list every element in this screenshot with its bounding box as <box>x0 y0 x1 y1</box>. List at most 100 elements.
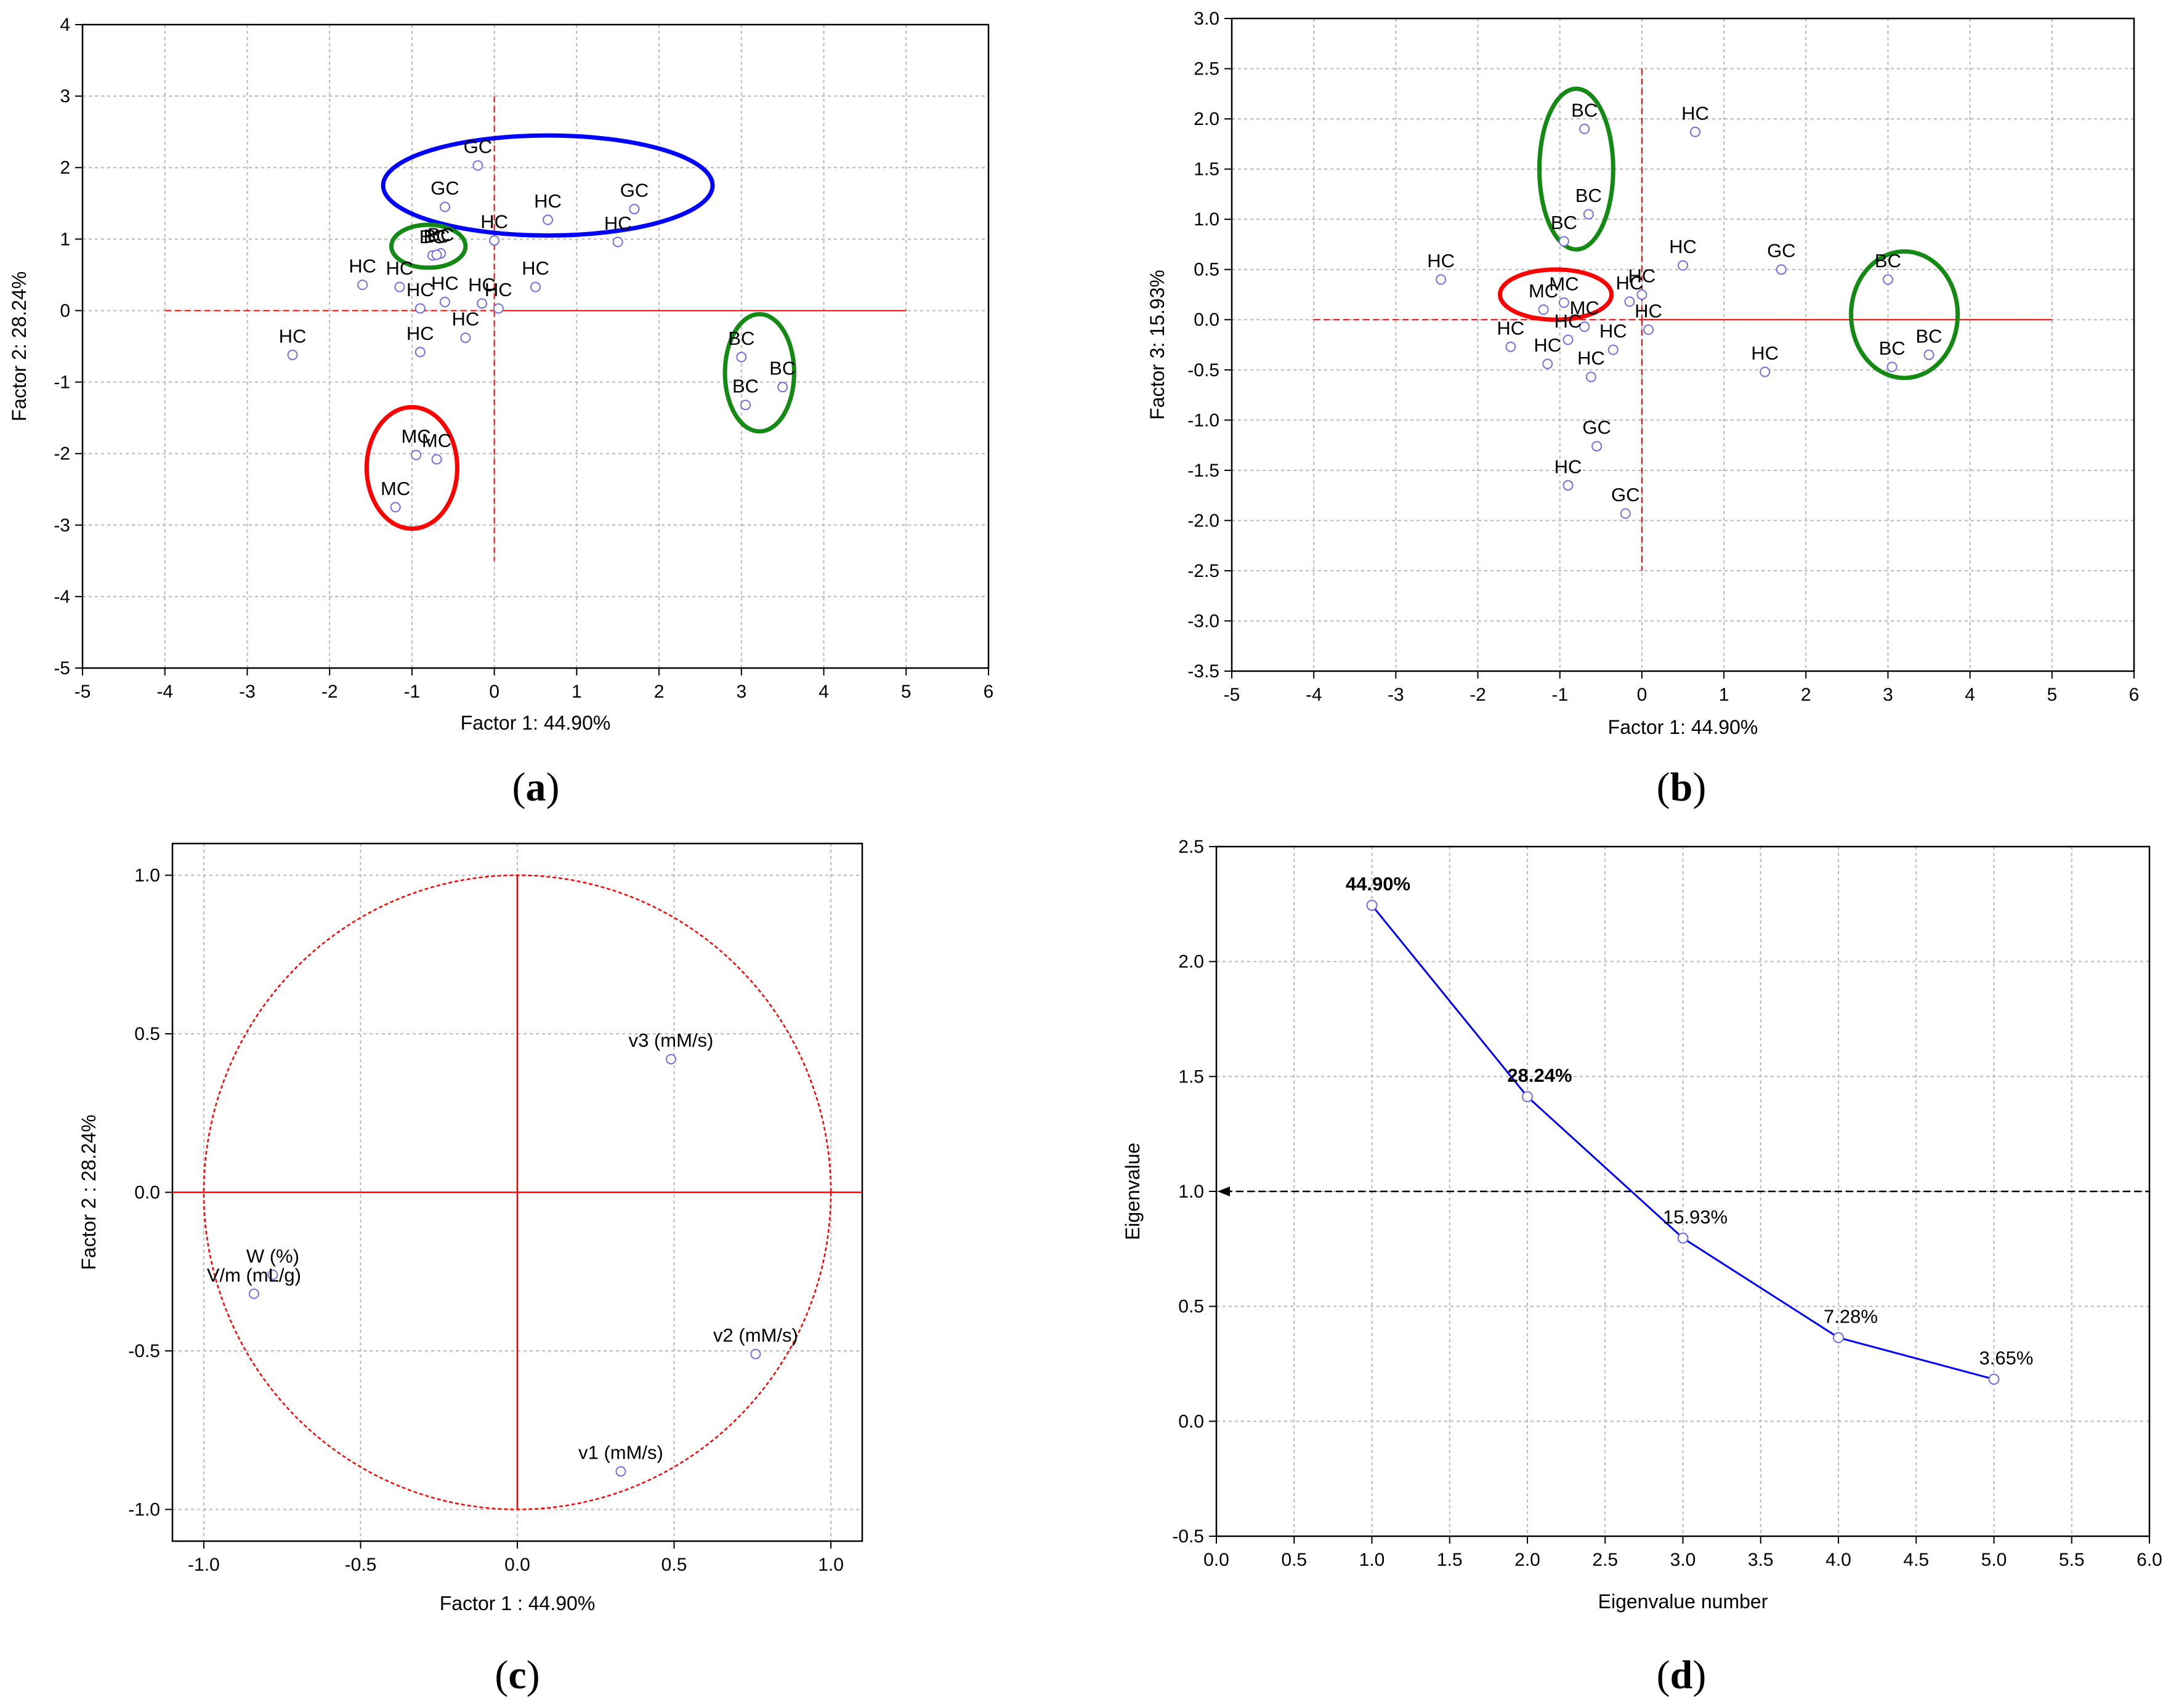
point-label: GC <box>1611 484 1640 506</box>
point-label: HC <box>480 211 508 233</box>
data-point <box>1579 123 1590 134</box>
data-point <box>489 235 500 246</box>
y-tick-label: -2 <box>54 444 70 464</box>
group-ellipse <box>722 312 796 434</box>
x-axis-title: Eigenvalue number <box>1598 1590 1768 1613</box>
data-point <box>248 1288 259 1299</box>
point-label: GC <box>431 177 459 199</box>
point-label: MC <box>1529 280 1558 302</box>
panel-caption: (c) <box>495 1653 540 1698</box>
x-tick-label: 4 <box>1965 685 1975 705</box>
point-label: HC <box>468 274 496 296</box>
point-label: MC <box>1570 297 1599 319</box>
data-point <box>777 382 788 393</box>
point-label: HC <box>1554 456 1582 477</box>
data-point <box>1689 126 1700 137</box>
data-point <box>414 347 426 358</box>
data-label: 7.28% <box>1824 1305 1878 1327</box>
threshold-arrow-icon <box>1218 1186 1230 1196</box>
data-point <box>1583 209 1594 220</box>
point-label: HC <box>522 257 549 279</box>
y-tick-label: -1 <box>54 373 70 393</box>
point-label: HC <box>604 212 632 234</box>
x-tick-label: -5 <box>75 682 91 702</box>
y-tick-label: 2.5 <box>1178 837 1204 857</box>
y-tick-label: 1.5 <box>1178 1066 1204 1087</box>
data-point <box>1923 349 1934 360</box>
data-point <box>1591 441 1603 452</box>
y-tick-label: 3.0 <box>1194 9 1219 29</box>
x-tick-label: 2 <box>654 682 665 702</box>
data-point <box>1678 260 1688 271</box>
point-label: v1 (mM/s) <box>578 1442 663 1464</box>
y-tick-label: 3 <box>60 86 70 107</box>
group-ellipse <box>381 133 715 238</box>
x-tick-label: 1.5 <box>1437 1550 1463 1570</box>
y-tick-label: -0.5 <box>128 1341 160 1361</box>
panel-caption: (d) <box>1657 1653 1707 1698</box>
data-point <box>612 236 623 248</box>
y-axis-title: Factor 3: 15.93% <box>1146 270 1168 420</box>
x-axis-title: Factor 1: 44.90% <box>461 712 611 734</box>
x-tick-label: -5 <box>1224 685 1240 705</box>
point-label: BC <box>1551 212 1577 233</box>
y-tick-label: 0 <box>60 300 70 321</box>
x-tick-label: 0.0 <box>504 1555 530 1575</box>
point-label: HC <box>1751 342 1779 364</box>
point-label: BC <box>1875 250 1901 272</box>
point-label: HC <box>431 273 459 294</box>
panel-c-correlation-circle: -1.0 -0.5 0.0 0.5 1.0 -1.0 -0.5 0.0 0.5 1.0 Factor… <box>78 842 863 1698</box>
group-ellipse <box>1849 249 1960 381</box>
point-label: HC <box>485 279 512 300</box>
x-tick-label: 3.0 <box>1670 1550 1696 1570</box>
data-point <box>431 454 442 465</box>
x-tick-label: 0.5 <box>661 1555 687 1575</box>
point-label: HC <box>406 279 434 300</box>
data-point <box>530 281 541 292</box>
data-point <box>1538 304 1549 315</box>
data-point <box>1579 321 1590 332</box>
point-label: BC <box>423 225 450 247</box>
x-tick-label: 1.0 <box>1359 1550 1385 1570</box>
x-tick-label: 6.0 <box>2137 1550 2162 1570</box>
data-point <box>1562 334 1574 345</box>
point-label: HC <box>1534 334 1561 356</box>
y-tick-label: -4 <box>54 587 70 607</box>
point-label: HC <box>1577 347 1605 369</box>
point-label: BC <box>728 328 754 349</box>
data-point <box>1585 371 1596 382</box>
data-point <box>1522 1091 1533 1103</box>
data-point <box>1988 1374 2000 1385</box>
x-tick-label: 5.0 <box>1981 1550 2007 1570</box>
panel-caption: (b) <box>1657 765 1707 810</box>
y-tick-label: 0.0 <box>1178 1411 1204 1432</box>
x-tick-label: -1.0 <box>188 1555 220 1575</box>
point-label: MC <box>381 478 410 499</box>
data-point <box>750 1348 761 1360</box>
data-point <box>493 303 504 314</box>
data-point <box>1760 366 1771 377</box>
x-tick-label: 2 <box>1801 685 1811 705</box>
point-label: HC <box>534 190 562 212</box>
data-label: 44.90% <box>1346 873 1410 895</box>
group-ellipse <box>1537 86 1615 252</box>
y-tick-label: 0.0 <box>134 1183 160 1203</box>
point-label: GC <box>464 136 493 158</box>
x-tick-label: -1 <box>404 682 421 702</box>
y-tick-label: 2.0 <box>1178 952 1204 972</box>
data-point <box>543 214 554 225</box>
y-axis-title: Eigenvalue <box>1122 1143 1144 1240</box>
y-tick-label: 0.5 <box>134 1024 160 1044</box>
point-label: HC <box>279 325 307 347</box>
data-point <box>439 297 450 308</box>
y-tick-label: -1.5 <box>1187 461 1219 481</box>
x-tick-label: 0 <box>1637 685 1647 705</box>
data-point <box>1636 289 1647 300</box>
x-tick-label: 4.0 <box>1825 1550 1851 1570</box>
data-point <box>736 352 747 363</box>
data-point <box>414 303 426 314</box>
x-tick-label: 6 <box>984 682 994 702</box>
point-label: HC <box>1681 102 1709 124</box>
point-label: HC <box>1554 310 1582 332</box>
